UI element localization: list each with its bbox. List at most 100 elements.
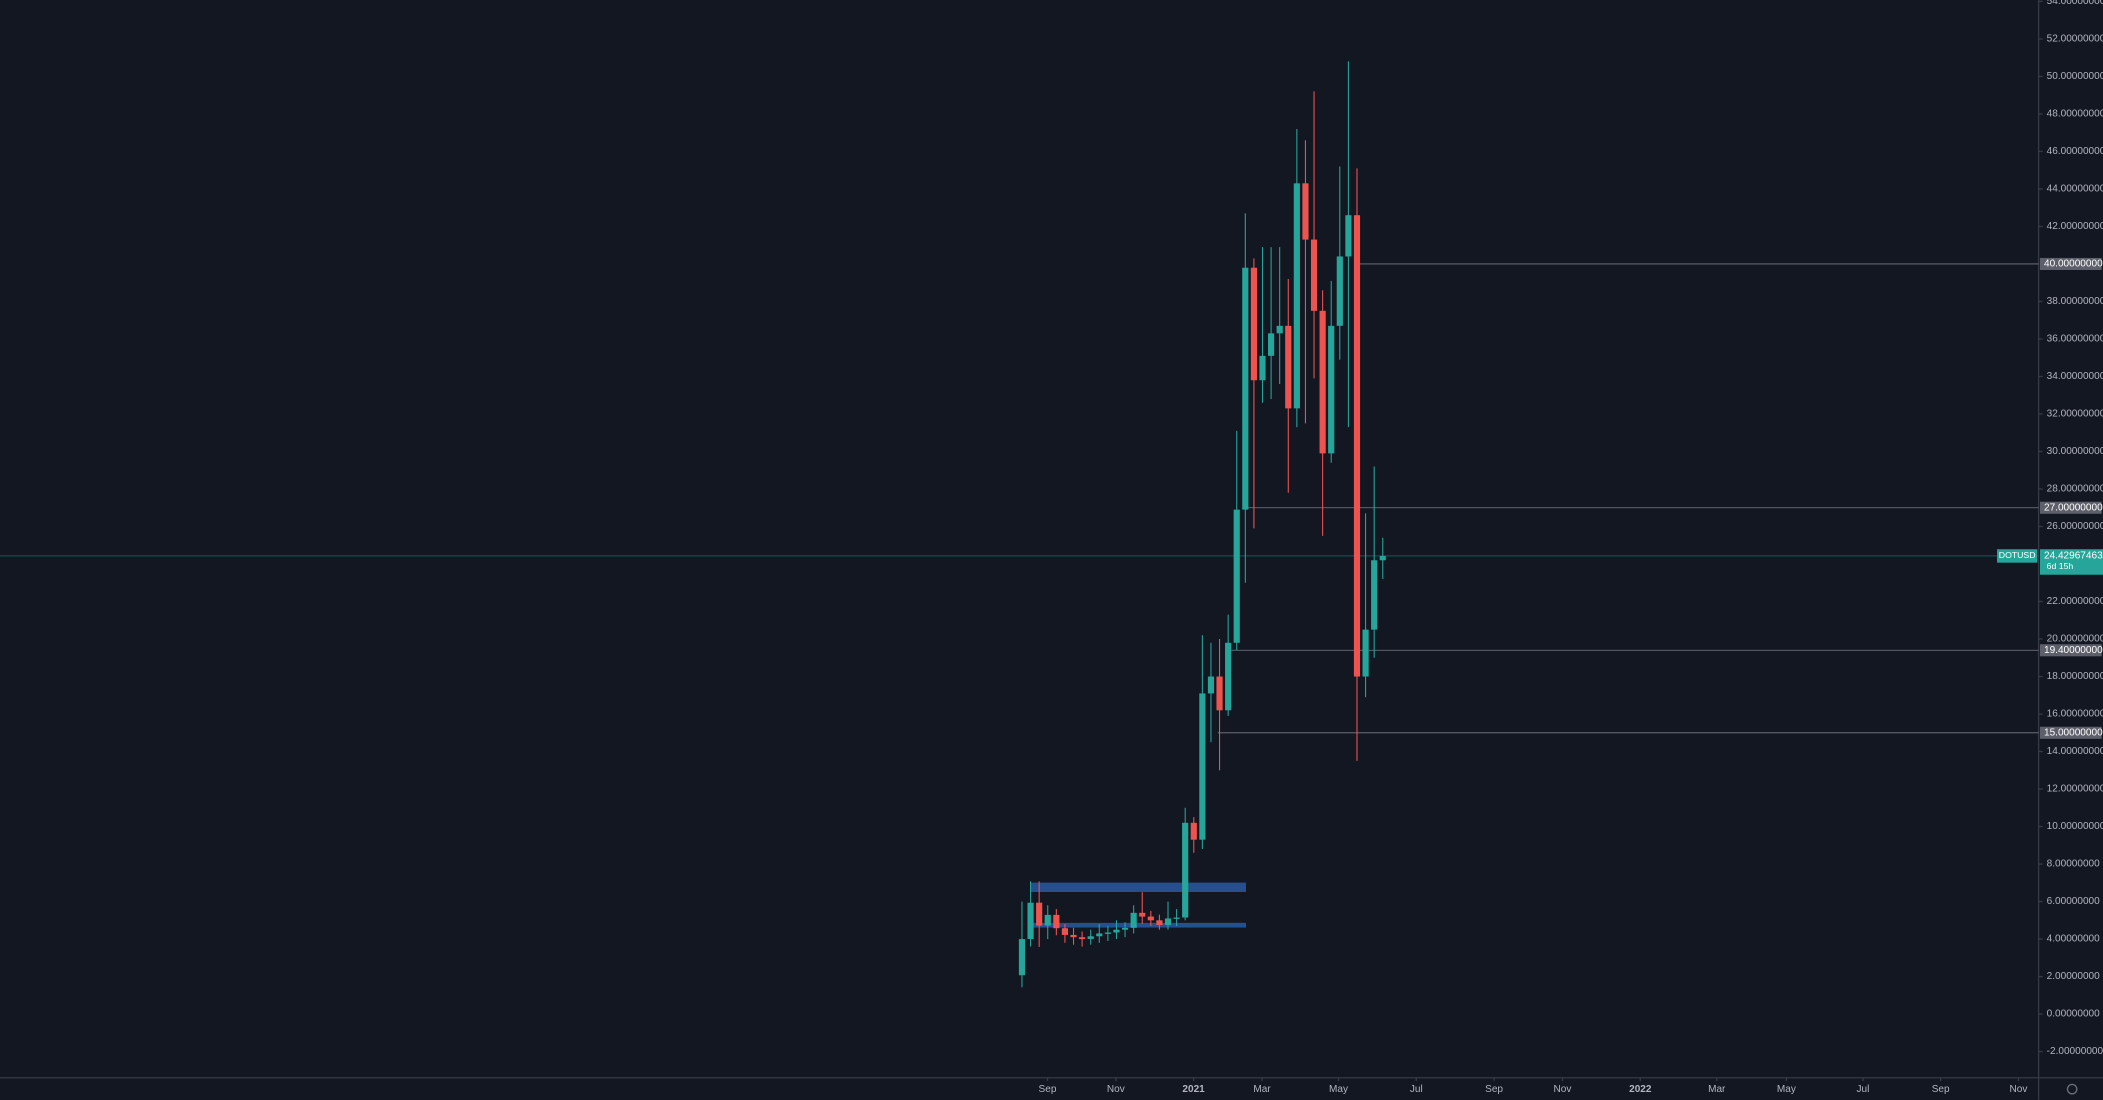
candle-body <box>1087 936 1094 940</box>
y-tick-label: 26.00000000 <box>2047 521 2103 532</box>
candle-body <box>1164 918 1172 926</box>
candle-body <box>1053 914 1060 929</box>
candle-body <box>1147 916 1154 921</box>
candle-body <box>1113 929 1120 933</box>
y-tick-label: 54.00000000 <box>2047 0 2103 7</box>
settings-gear[interactable] <box>2066 1083 2078 1095</box>
y-tick-label: 0.00000000 <box>2047 1009 2100 1020</box>
y-tick-label: 4.00000000 <box>2047 934 2100 945</box>
level-label-bg <box>2039 501 2102 514</box>
candle-body <box>1027 902 1034 940</box>
y-tick-label: 52.00000000 <box>2047 34 2103 45</box>
candle-body <box>1199 693 1206 840</box>
y-tick-label: 2.00000000 <box>2047 971 2100 982</box>
y-tick-label: 8.00000000 <box>2047 859 2100 870</box>
x-tick-label: Nov <box>1554 1084 1572 1095</box>
candle-body <box>1268 333 1275 356</box>
level-label: 19.40000000 <box>2044 645 2103 656</box>
candle-body <box>1173 917 1180 919</box>
candle-body <box>1302 183 1309 240</box>
level-label-bg <box>2039 644 2102 657</box>
x-tick-label: Jul <box>1857 1084 1870 1095</box>
level-label: 40.00000000 <box>2044 259 2103 270</box>
x-tick-label: May <box>1777 1084 1796 1095</box>
candle-body <box>1362 629 1369 677</box>
y-tick-label: 30.00000000 <box>2047 446 2103 457</box>
y-tick-label: 50.00000000 <box>2047 71 2103 82</box>
x-tick-label: Nov <box>1107 1084 1125 1095</box>
candle-body <box>1130 912 1137 928</box>
level-label: 15.00000000 <box>2044 727 2103 738</box>
candle-body <box>1379 555 1386 561</box>
candle-body <box>1121 927 1129 930</box>
x-tick-label: May <box>1329 1084 1348 1095</box>
candle-body <box>1259 355 1266 381</box>
x-tick-label: Sep <box>1039 1084 1057 1095</box>
y-tick-label: 36.00000000 <box>2047 334 2103 345</box>
x-tick-label: Jul <box>1410 1084 1423 1095</box>
x-tick-label: Mar <box>1253 1084 1271 1095</box>
x-tick-label: Sep <box>1485 1084 1503 1095</box>
candle-body <box>1293 183 1300 409</box>
candle-body <box>1156 920 1163 926</box>
candle-body <box>1345 215 1352 257</box>
y-tick-label: 20.00000000 <box>2047 634 2103 645</box>
y-tick-label: 28.00000000 <box>2047 484 2103 495</box>
candle-body <box>1371 560 1378 630</box>
y-tick-label: 48.00000000 <box>2047 109 2103 120</box>
symbol-label-bg <box>1997 549 2038 563</box>
x-tick-label: Mar <box>1708 1084 1726 1095</box>
y-tick-label: 16.00000000 <box>2047 709 2103 720</box>
candle-body <box>1285 325 1292 409</box>
candle-body <box>1182 822 1189 918</box>
candle-body <box>1233 509 1240 643</box>
y-tick-label: 32.00000000 <box>2047 409 2103 420</box>
y-tick-label: 46.00000000 <box>2047 146 2103 157</box>
candle-body <box>1207 676 1215 694</box>
y-tick-label: 10.00000000 <box>2047 821 2103 832</box>
candle-body <box>1139 912 1146 917</box>
candle-body <box>1190 822 1197 840</box>
level-label-bg <box>2039 726 2102 739</box>
zone-upper <box>1030 882 1246 893</box>
y-tick-label: 22.00000000 <box>2047 596 2103 607</box>
candle-body <box>1242 267 1249 510</box>
y-tick-label: 12.00000000 <box>2047 784 2103 795</box>
y-tick-label: 14.00000000 <box>2047 746 2103 757</box>
zone-lower <box>1030 922 1246 928</box>
y-tick-label: 34.00000000 <box>2047 371 2103 382</box>
settings-icon[interactable] <box>2066 1083 2078 1095</box>
candle-body <box>1310 239 1318 311</box>
x-tick-label: 2021 <box>1182 1084 1205 1095</box>
candle-body <box>1096 933 1103 937</box>
candle-body <box>1353 215 1361 677</box>
candle-body <box>1336 256 1343 326</box>
candle-body <box>1044 914 1051 926</box>
candle-body <box>1216 676 1223 711</box>
candle-body <box>1276 325 1283 334</box>
x-tick-label: 2022 <box>1629 1084 1652 1095</box>
candle-body <box>1036 902 1043 926</box>
candle-body <box>1104 932 1111 934</box>
candle-body <box>1319 310 1326 454</box>
level-label: 27.00000000 <box>2044 502 2103 513</box>
countdown-label: 6d 15h <box>2047 561 2074 571</box>
last-price-label: 24.42967463 <box>2044 551 2103 562</box>
candle-body <box>1018 939 1026 976</box>
y-tick-label: 18.00000000 <box>2047 671 2103 682</box>
y-tick-label: -2.00000000 <box>2047 1046 2103 1057</box>
y-tick-label: 6.00000000 <box>2047 896 2100 907</box>
x-tick-label: Sep <box>1932 1084 1950 1095</box>
symbol-label: DOTUSD <box>1999 550 2036 560</box>
y-tick-label: 44.00000000 <box>2047 184 2103 195</box>
last-price-bg <box>2039 549 2103 575</box>
candle-body <box>1070 934 1077 938</box>
candle-body <box>1225 642 1232 711</box>
x-tick-label: Nov <box>2009 1084 2027 1095</box>
y-tick-label: 42.00000000 <box>2047 221 2103 232</box>
candle-body <box>1328 325 1335 454</box>
level-label-bg <box>2039 257 2102 270</box>
candle-body <box>1250 267 1257 381</box>
